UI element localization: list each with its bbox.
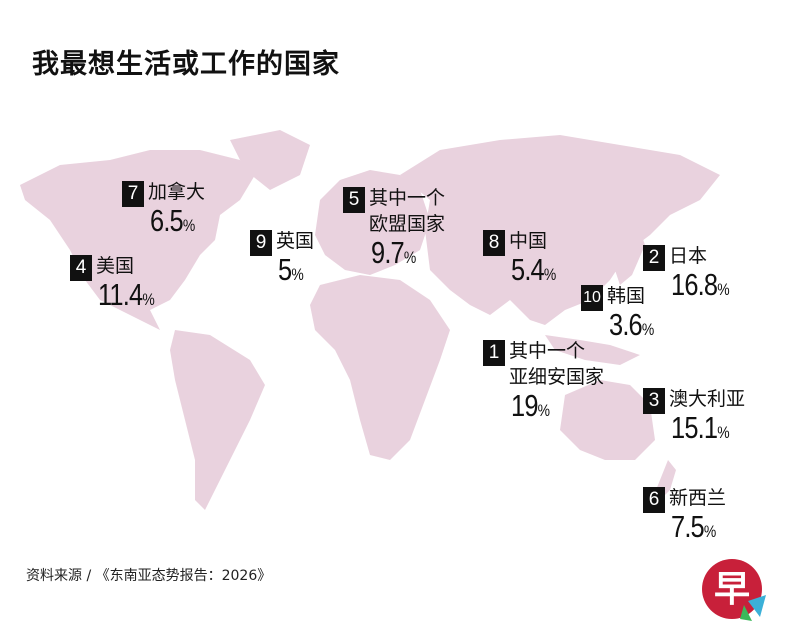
zaobao-logo: 早 [702,559,766,621]
percentage-value: 16.8% [671,267,730,302]
page-title: 我最想生活或工作的国家 [32,49,340,80]
rank-badge: 7 [122,181,144,207]
percentage-value: 15.1% [671,410,730,445]
percentage-value: 3.6% [609,307,655,342]
percent-unit: % [537,401,551,420]
rank-badge: 3 [643,388,665,414]
percent-unit: % [717,280,730,299]
percent-unit: % [182,216,196,235]
greenland [230,130,310,190]
rank-badge: 8 [483,230,505,256]
country-name: 日本 [669,245,708,267]
percentage-value: 5% [278,252,304,287]
percent-unit: % [142,290,155,309]
country-name: 加拿大 [148,181,206,203]
north-america [20,150,255,330]
percentage-value: 6.5% [150,203,196,238]
percent-unit: % [717,423,730,442]
country-name: 亚细安国家 [509,366,605,388]
percent-unit: % [403,248,417,267]
country-name: 新西兰 [669,487,727,509]
percent-unit: % [703,522,717,541]
country-name: 欧盟国家 [369,213,446,235]
country-name: 澳大利亚 [669,388,746,410]
rank-badge: 6 [643,487,665,513]
japan [615,225,645,285]
percentage-value: 7.5% [671,509,717,544]
country-name: 韩国 [607,285,646,307]
percent-unit: % [291,265,304,284]
country-name: 其中一个 [369,187,446,209]
country-name: 中国 [509,230,548,252]
southeast-asia-islands [545,335,640,365]
percentage-value: 9.7% [371,235,417,270]
rank-badge: 4 [70,255,92,281]
percentage-value: 19% [511,388,551,423]
africa [310,275,450,460]
percent-unit: % [543,265,557,284]
percent-unit: % [641,320,655,339]
rank-badge: 9 [250,230,272,256]
rank-badge: 1 [483,340,505,366]
asia [400,135,720,325]
south-america [170,330,265,510]
svg-text:早: 早 [714,569,750,610]
country-name: 其中一个 [509,340,586,362]
source-note: 资料来源 / 《东南亚态势报告：2026》 [26,568,272,584]
rank-badge: 2 [643,245,665,271]
rank-badge: 5 [343,187,365,213]
percentage-value: 11.4% [98,277,155,312]
percentage-value: 5.4% [511,252,557,287]
country-name: 英国 [276,230,315,252]
country-name: 美国 [96,255,135,277]
rank-badge: 10 [581,285,603,311]
australia [560,380,655,460]
